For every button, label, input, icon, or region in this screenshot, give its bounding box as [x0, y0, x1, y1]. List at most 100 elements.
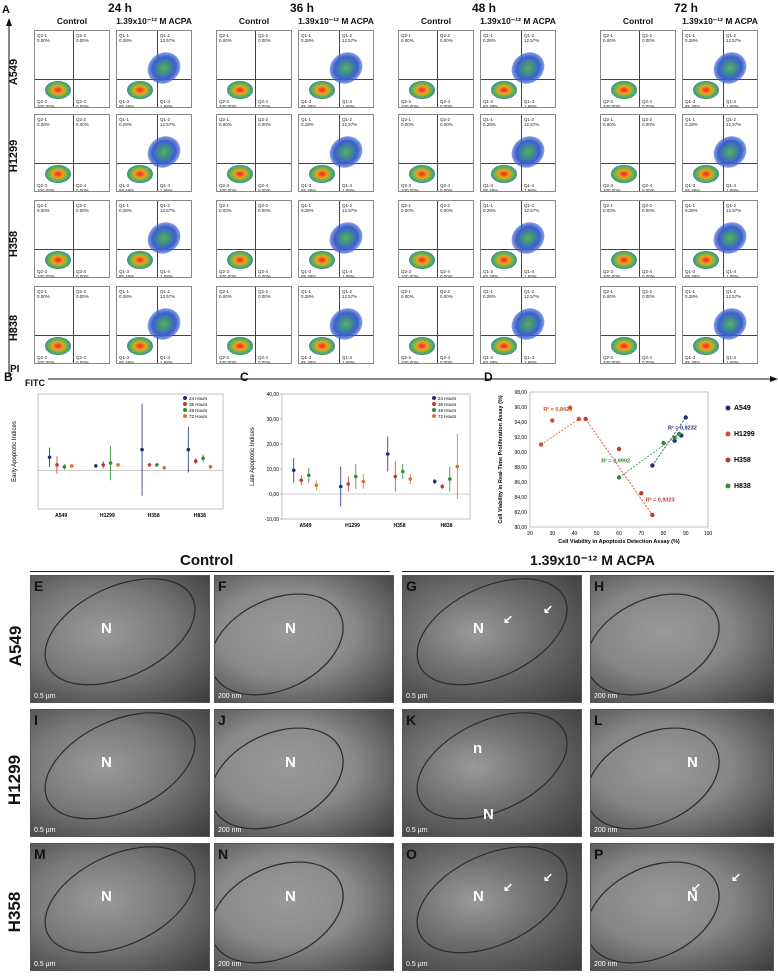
- quadrant-label: Q1-2 12.57%: [524, 117, 540, 127]
- quadrant-label: Q1-1 0.28%: [483, 289, 496, 299]
- cell-population: [127, 251, 153, 269]
- cell-population: [45, 165, 71, 183]
- nucleus-label: N: [101, 754, 112, 771]
- legend-marker: [432, 402, 436, 406]
- quadrant-label: Q2-4 0.00%: [76, 355, 89, 364]
- data-point: [661, 440, 666, 446]
- quadrant-label: Q1-3 85.48%: [301, 99, 317, 108]
- data-point: [385, 452, 390, 456]
- quadrant-label: Q2-2 0.00%: [642, 33, 655, 43]
- quadrant-label: Q1-2 12.57%: [524, 203, 540, 213]
- data-point: [583, 416, 588, 422]
- data-point: [201, 456, 205, 461]
- data-point: [338, 484, 343, 489]
- tem-treat-underline: [402, 571, 774, 572]
- tem-panel-letter: G: [406, 578, 417, 594]
- y-tick-label: 40,00: [266, 392, 279, 398]
- flow-plot: Q1-1 0.28% Q1-2 12.57% Q1-3 85.48% Q1-4 1.6…: [116, 200, 192, 278]
- tem-panel-letter: J: [218, 712, 226, 728]
- data-point: [47, 455, 52, 460]
- quadrant-label: Q2-1 0.00%: [219, 117, 232, 127]
- legend-marker: [432, 396, 436, 400]
- cell-population: [409, 337, 435, 355]
- cell-population: [309, 337, 335, 355]
- flow-plot: Q2-1 0.00% Q2-2 0.00% Q2-3 100.00% Q2-4 0.0…: [600, 200, 676, 278]
- flow-plot: Q2-1 0.00% Q2-2 0.00% Q2-3 100.00% Q2-4 0.0…: [216, 200, 292, 278]
- quadrant-label: Q1-2 12.57%: [342, 203, 358, 213]
- nuclear-envelope: [215, 727, 344, 830]
- quadrant-label: Q1-4 1.68%: [726, 269, 739, 278]
- nuclear-envelope: [44, 578, 196, 686]
- cell-population: [693, 165, 719, 183]
- quadrant-label: Q1-1 0.28%: [483, 117, 496, 127]
- fitc-axis-arrow: [48, 376, 778, 382]
- nuclear-envelope: [416, 578, 568, 686]
- x-tick-label: H1299: [100, 513, 115, 519]
- quadrant-label: Q2-2 0.00%: [642, 289, 655, 299]
- quadrant-label: Q2-4 0.00%: [76, 99, 89, 108]
- quadrant-label: Q2-4 0.00%: [76, 269, 89, 278]
- tem-control-header: Control: [180, 552, 234, 569]
- quadrant-label: Q1-3 85.48%: [301, 269, 317, 278]
- flow-plot: Q2-1 0.00% Q2-2 0.00% Q2-3 100.00% Q2-4 0.0…: [600, 286, 676, 364]
- cell-population: [491, 165, 517, 183]
- quadrant-label: Q2-1 0.00%: [603, 117, 616, 127]
- quadrant-label: Q1-4 1.68%: [342, 99, 355, 108]
- quadrant-label: Q2-3 100.00%: [401, 183, 419, 192]
- arrow-icon: ↙: [503, 612, 514, 626]
- data-point: [155, 463, 159, 467]
- legend-marker: [432, 408, 436, 412]
- quadrant-label: Q2-1 0.00%: [219, 33, 232, 43]
- quadrant-label: Q1-2 12.57%: [726, 33, 742, 43]
- quadrant-label: Q2-1 0.00%: [401, 33, 414, 43]
- data-point: [550, 418, 555, 423]
- arrow-icon: ↙: [691, 880, 702, 894]
- quadrant-label: Q1-2 12.57%: [726, 117, 742, 127]
- tem-panel-j: J N 200 nm: [214, 709, 394, 837]
- quadrant-label: Q1-2 12.57%: [342, 289, 358, 299]
- quadrant-label: Q2-4 0.00%: [258, 269, 271, 278]
- subhead-control-2: Control: [420, 16, 452, 26]
- y-tick-label: 86,00: [514, 480, 527, 486]
- scale-bar-label: 200 nm: [594, 693, 618, 700]
- flow-plot: Q2-1 0.00% Q2-2 0.00% Q2-3 100.00% Q2-4 0.0…: [398, 114, 474, 192]
- quadrant-label: Q2-4 0.00%: [440, 269, 453, 278]
- data-point: [147, 463, 152, 467]
- data-point: [455, 464, 460, 469]
- data-point: [447, 477, 452, 481]
- y-tick-label: 94,00: [514, 420, 527, 426]
- y-axis-label: Early Apoptotic Indices: [12, 421, 18, 482]
- quadrant-label: Q1-4 1.68%: [726, 99, 739, 108]
- quadrant-label: Q1-1 0.28%: [483, 33, 496, 43]
- quadrant-label: Q2-3 100.00%: [37, 269, 55, 278]
- x-tick-label: 90: [683, 531, 689, 537]
- data-point: [193, 459, 198, 463]
- legend-marker: [725, 405, 731, 411]
- cell-population: [693, 337, 719, 355]
- quadrant-label: Q2-4 0.00%: [642, 99, 655, 108]
- tem-panel-letter: O: [406, 846, 417, 862]
- quadrant-label: Q1-3 85.48%: [685, 99, 701, 108]
- chart-c: Late Apoptotic Indices 40,00 30,00 20,00 10,…: [250, 392, 471, 529]
- quadrant-label: Q2-1 0.00%: [603, 289, 616, 299]
- cell-population: [127, 165, 153, 183]
- y-tick-label: 82,00: [514, 510, 527, 516]
- cell-population: [491, 81, 517, 99]
- flow-plot: Q1-1 0.28% Q1-2 12.57% Q1-3 85.48% Q1-4 1.6…: [480, 114, 556, 192]
- legend-marker: [183, 402, 187, 406]
- r2-label: R² = 0,9323: [646, 497, 675, 504]
- quadrant-label: Q1-2 12.57%: [524, 33, 540, 43]
- legend-entry: 48 Hours: [189, 408, 208, 413]
- time-72h: 72 h: [673, 1, 698, 15]
- flow-plot: Q2-1 0.00% Q2-2 0.00% Q2-3 100.00% Q2-4 0.0…: [600, 114, 676, 192]
- subhead-control-1: Control: [238, 16, 270, 26]
- tem-panel-g: G N 0.5 µm ↙ ↙: [402, 575, 582, 703]
- cell-population: [227, 165, 253, 183]
- plot-frame: [281, 393, 471, 520]
- cell-population: [611, 337, 637, 355]
- flow-plot: Q1-1 0.28% Q1-2 12.57% Q1-3 85.48% Q1-4 1.6…: [298, 286, 374, 364]
- subhead-treat-3: 1.39x10⁻¹² M ACPA: [682, 16, 758, 26]
- quadrant-label: Q1-1 0.28%: [119, 117, 132, 127]
- x-tick-label: A549: [300, 523, 312, 529]
- data-point: [672, 435, 677, 440]
